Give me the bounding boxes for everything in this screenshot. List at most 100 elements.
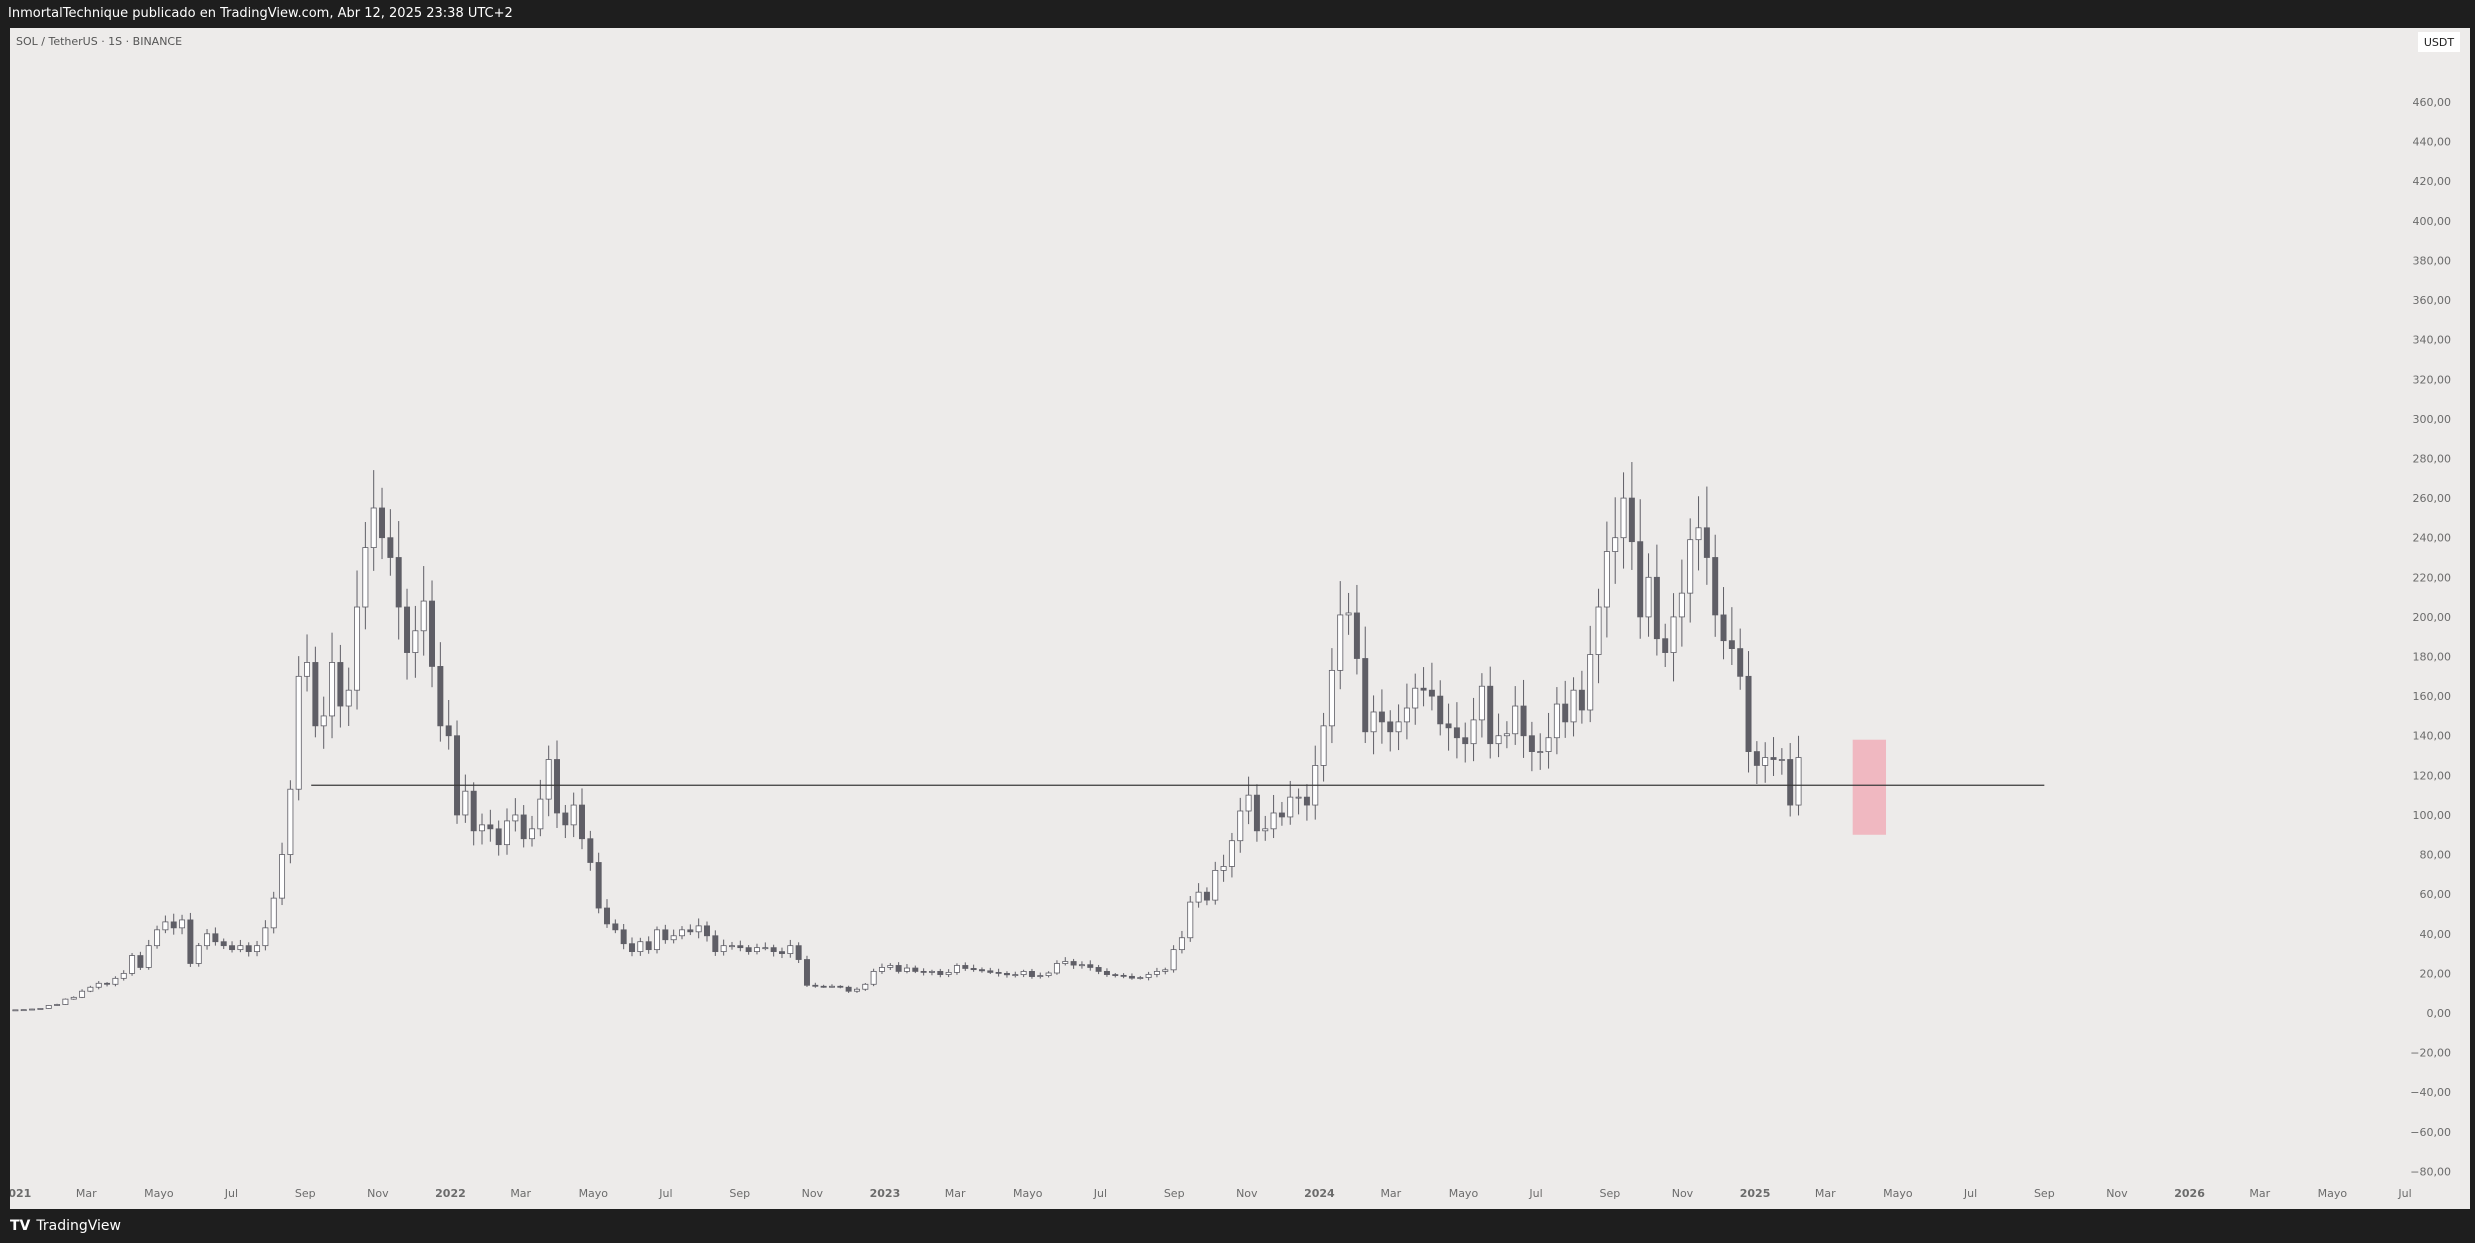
candle bbox=[837, 985, 844, 989]
candle bbox=[545, 745, 552, 817]
x-tick-label: Nov bbox=[367, 1187, 389, 1200]
x-tick-label: Nov bbox=[2106, 1187, 2128, 1200]
x-tick-label: Sep bbox=[729, 1187, 750, 1200]
candle bbox=[279, 842, 286, 906]
candle bbox=[1520, 679, 1527, 758]
currency-badge[interactable]: USDT bbox=[2418, 32, 2460, 52]
candle bbox=[462, 774, 469, 823]
candle bbox=[1603, 521, 1610, 638]
candle bbox=[137, 951, 144, 970]
candle bbox=[770, 944, 777, 957]
candle bbox=[1320, 712, 1327, 782]
candle bbox=[745, 945, 752, 955]
price-chart[interactable]: SOL / TetherUS · 1S · BINANCE 460,00 440,… bbox=[1, 28, 2470, 1209]
x-tick-label: 2021 bbox=[10, 1187, 31, 1200]
x-tick-label: 2026 bbox=[2174, 1187, 2205, 1200]
chart-area[interactable]: SOL / TetherUS · 1S · BINANCE 460,00 440,… bbox=[1, 28, 2470, 1209]
candle bbox=[1553, 687, 1560, 755]
candle bbox=[1087, 960, 1094, 971]
candle bbox=[787, 939, 794, 958]
candle bbox=[1628, 462, 1635, 570]
candle bbox=[154, 925, 161, 949]
candle bbox=[1370, 695, 1377, 755]
candle bbox=[1595, 588, 1602, 684]
x-tick-label: Mar bbox=[510, 1187, 531, 1200]
candle bbox=[1695, 496, 1702, 571]
candle bbox=[20, 1009, 27, 1012]
candle bbox=[304, 634, 311, 692]
candle bbox=[729, 941, 735, 950]
candle bbox=[262, 920, 269, 951]
candle bbox=[1053, 960, 1060, 975]
candle bbox=[220, 938, 227, 950]
y-tick-label: 120,00 bbox=[2413, 769, 2452, 782]
candle bbox=[1378, 689, 1385, 744]
candle bbox=[604, 899, 610, 928]
candle bbox=[720, 939, 727, 956]
y-tick-label: 320,00 bbox=[2413, 373, 2452, 386]
candle bbox=[1403, 683, 1410, 740]
candle bbox=[1645, 553, 1652, 637]
candle bbox=[387, 509, 394, 576]
candle bbox=[429, 580, 436, 688]
candle bbox=[295, 656, 302, 801]
candle bbox=[1678, 559, 1685, 647]
candle bbox=[120, 970, 127, 981]
candle bbox=[345, 667, 352, 726]
candle bbox=[803, 955, 810, 987]
candle bbox=[1312, 745, 1319, 820]
candle bbox=[1662, 623, 1669, 667]
candle bbox=[978, 967, 985, 973]
x-tick-label: Mayo bbox=[1883, 1187, 1913, 1200]
y-tick-label: 100,00 bbox=[2413, 809, 2452, 822]
candle bbox=[1420, 667, 1427, 707]
x-tick-label: Nov bbox=[1236, 1187, 1258, 1200]
candle bbox=[862, 982, 869, 991]
candle bbox=[445, 699, 452, 750]
candle bbox=[562, 804, 569, 839]
y-tick-label: 240,00 bbox=[2413, 532, 2452, 545]
candle bbox=[1428, 662, 1435, 711]
y-tick-label: 60,00 bbox=[2420, 888, 2452, 901]
candle bbox=[1562, 680, 1569, 738]
candle bbox=[554, 740, 560, 828]
x-tick-label: 2023 bbox=[870, 1187, 901, 1200]
candle bbox=[712, 930, 719, 956]
candle bbox=[87, 985, 94, 993]
candle bbox=[1712, 534, 1719, 637]
candle bbox=[1028, 968, 1035, 979]
candle bbox=[995, 968, 1002, 977]
candle bbox=[195, 942, 202, 967]
x-tick-label: Sep bbox=[1164, 1187, 1185, 1200]
candle bbox=[795, 942, 802, 964]
candle bbox=[1012, 971, 1019, 978]
candle bbox=[1120, 973, 1127, 979]
candle bbox=[903, 963, 910, 974]
candle bbox=[104, 982, 111, 987]
candle bbox=[1003, 971, 1010, 978]
candle bbox=[1362, 626, 1369, 744]
candle bbox=[1687, 518, 1694, 623]
x-tick-label: Mayo bbox=[1449, 1187, 1479, 1200]
tradingview-logo[interactable]: TV TradingView bbox=[10, 1218, 121, 1234]
candle bbox=[329, 632, 336, 739]
candle bbox=[470, 782, 477, 846]
candle bbox=[1737, 628, 1744, 690]
candle bbox=[145, 939, 152, 970]
candle bbox=[870, 968, 877, 987]
candle bbox=[1487, 666, 1494, 759]
x-tick-label: 2024 bbox=[1304, 1187, 1335, 1200]
candle bbox=[1353, 584, 1360, 675]
x-tick-label: Mayo bbox=[1013, 1187, 1043, 1200]
x-tick-label: Mayo bbox=[579, 1187, 609, 1200]
candle bbox=[129, 952, 136, 976]
x-tick-label: Jul bbox=[1963, 1187, 1977, 1200]
candle bbox=[1153, 967, 1160, 978]
candle bbox=[395, 521, 402, 640]
x-tick-label: Mar bbox=[945, 1187, 966, 1200]
candle bbox=[212, 927, 219, 946]
candle bbox=[1062, 957, 1069, 966]
candle bbox=[828, 984, 835, 988]
candle bbox=[953, 963, 960, 975]
candle bbox=[1612, 497, 1619, 584]
